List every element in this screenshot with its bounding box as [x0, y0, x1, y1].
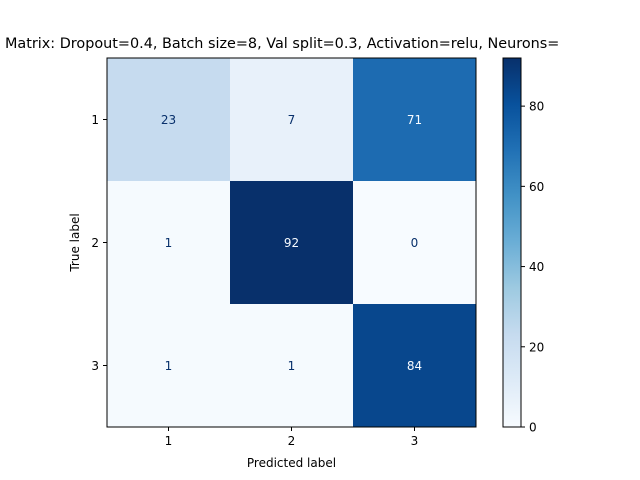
cell-value-label: 1: [288, 359, 296, 373]
colorbar-tick-label: 60: [529, 180, 544, 194]
heatmap-cell: [353, 181, 477, 305]
y-axis-label: True label: [68, 213, 82, 272]
cell-value-label: 1: [165, 359, 173, 373]
x-tick-label: 1: [165, 434, 173, 448]
heatmap-cell: [107, 58, 231, 182]
cell-value-label: 84: [407, 359, 422, 373]
colorbar-tick-label: 20: [529, 340, 544, 354]
x-axis-label: Predicted label: [247, 456, 336, 470]
y-tick-label: 1: [91, 113, 99, 127]
heatmap-cell: [107, 181, 231, 305]
heatmap-cell: [230, 304, 354, 428]
cell-value-label: 0: [411, 236, 419, 250]
heatmap-cell: [230, 58, 354, 182]
colorbar: [502, 57, 522, 428]
cell-value-label: 7: [288, 113, 296, 127]
colorbar-tick-label: 80: [529, 100, 544, 114]
y-axis-ticks: 1 2 3: [91, 113, 107, 373]
colorbar-tick-label: 40: [529, 260, 544, 274]
heatmap-cell: [353, 304, 477, 428]
cell-value-label: 71: [407, 113, 422, 127]
cell-value-label: 23: [161, 113, 176, 127]
x-tick-label: 3: [411, 434, 419, 448]
colorbar-ticks: 0 20 40 60 80: [521, 100, 544, 435]
chart-title: Matrix: Dropout=0.4, Batch size=8, Val s…: [5, 36, 559, 52]
heatmap-cell: [353, 58, 477, 182]
heatmap-cells: 23 7 71 1 92 0 1 1 84: [107, 58, 477, 428]
x-tick-label: 2: [288, 434, 296, 448]
cell-value-label: 1: [165, 236, 173, 250]
heatmap-cell: [230, 181, 354, 305]
colorbar-tick-label: 0: [529, 421, 537, 435]
cell-value-label: 92: [284, 236, 299, 250]
y-tick-label: 2: [91, 236, 99, 250]
heatmap-cell: [107, 304, 231, 428]
y-tick-label: 3: [91, 359, 99, 373]
x-axis-ticks: 1 2 3: [165, 427, 419, 448]
